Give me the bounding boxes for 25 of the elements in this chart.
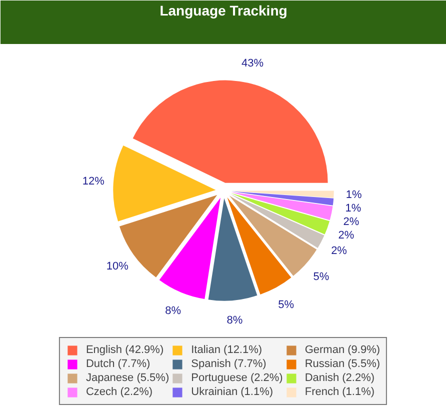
legend-label: Russian (5.5%) bbox=[304, 358, 380, 370]
data-label: 10% bbox=[106, 260, 129, 272]
legend-label: Spanish (7.7%) bbox=[191, 358, 266, 370]
legend-label: Czech (2.2%) bbox=[86, 386, 153, 398]
legend-label: English (42.9%) bbox=[86, 344, 164, 356]
data-label: 2% bbox=[331, 245, 348, 258]
data-label: 2% bbox=[343, 216, 360, 228]
legend-label: Portuguese (2.2%) bbox=[191, 372, 283, 384]
legend-label: German (9.9%) bbox=[304, 344, 380, 356]
chart-title: Language Tracking bbox=[160, 2, 288, 18]
data-label: 1% bbox=[346, 189, 362, 202]
data-label: 5% bbox=[278, 298, 294, 311]
legend-label: Ukrainian (1.1%) bbox=[191, 386, 274, 398]
data-label: 12% bbox=[82, 176, 105, 188]
data-label: 8% bbox=[226, 314, 243, 326]
legend-label: Japanese (5.5%) bbox=[86, 372, 170, 384]
legend-label: Dutch (7.7%) bbox=[86, 358, 150, 370]
legend-label: Danish (2.2%) bbox=[304, 372, 375, 384]
data-label: 2% bbox=[338, 230, 354, 242]
data-label: 8% bbox=[165, 304, 182, 317]
legend-label: French (1.1%) bbox=[304, 386, 375, 398]
data-label: 43% bbox=[242, 57, 264, 70]
legend-label: Italian (12.1%) bbox=[191, 344, 262, 356]
data-label: 5% bbox=[313, 271, 330, 284]
data-label: 1% bbox=[345, 202, 362, 215]
